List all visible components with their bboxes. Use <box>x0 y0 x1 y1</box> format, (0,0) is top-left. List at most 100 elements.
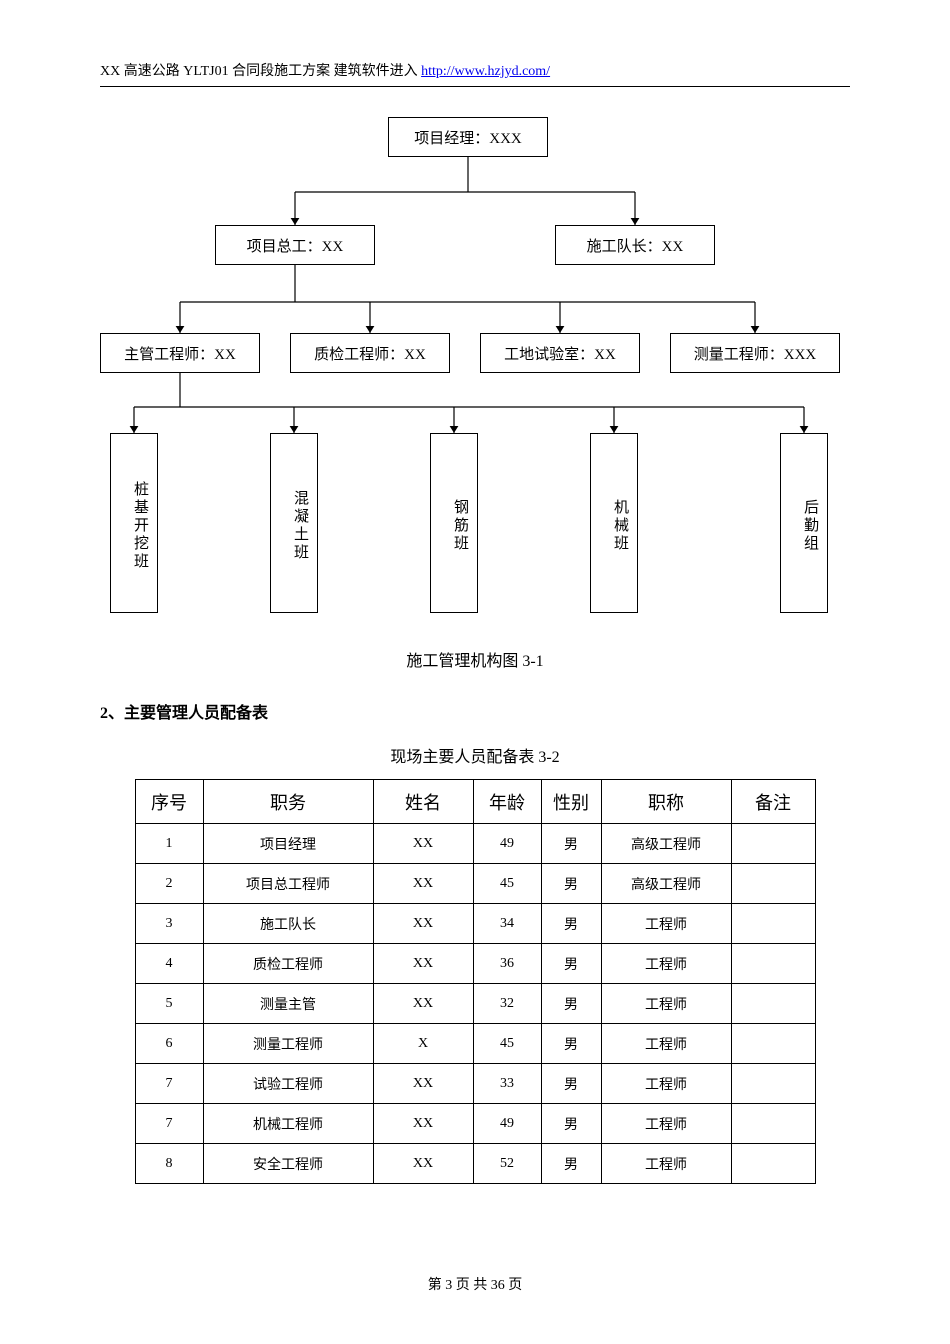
table-cell: 男 <box>541 904 601 944</box>
org-node-b3: 钢筋班 <box>430 433 478 613</box>
table-cell: 高级工程师 <box>601 864 731 904</box>
table-cell: 45 <box>473 864 541 904</box>
col-header: 性别 <box>541 780 601 824</box>
table-cell <box>731 1104 815 1144</box>
header-link[interactable]: http://www.hzjyd.com/ <box>421 64 550 79</box>
org-node-lab: 工地试验室：XX <box>480 333 640 373</box>
col-header: 职务 <box>203 780 373 824</box>
table-cell: XX <box>373 984 473 1024</box>
table-cell: 1 <box>135 824 203 864</box>
table-cell: 试验工程师 <box>203 1064 373 1104</box>
org-node-b2: 混凝土班 <box>270 433 318 613</box>
table-cell: 质检工程师 <box>203 944 373 984</box>
table-cell: 49 <box>473 1104 541 1144</box>
col-header: 序号 <box>135 780 203 824</box>
table-row: 5测量主管XX32男工程师 <box>135 984 815 1024</box>
table-cell: 工程师 <box>601 1064 731 1104</box>
table-cell <box>731 1064 815 1104</box>
org-node-b5: 后勤组 <box>780 433 828 613</box>
table-cell <box>731 1144 815 1184</box>
table-cell: 男 <box>541 984 601 1024</box>
table-cell: XX <box>373 1104 473 1144</box>
org-node-deputy: 项目总工：XX <box>215 225 375 265</box>
col-header: 职称 <box>601 780 731 824</box>
col-header: 备注 <box>731 780 815 824</box>
col-header: 姓名 <box>373 780 473 824</box>
table-cell: 5 <box>135 984 203 1024</box>
table-cell: XX <box>373 1144 473 1184</box>
table-cell: 36 <box>473 944 541 984</box>
table-caption: 现场主要人员配备表 3-2 <box>100 743 850 767</box>
table-cell: XX <box>373 904 473 944</box>
table-row: 4质检工程师XX36男工程师 <box>135 944 815 984</box>
table-cell: XX <box>373 1064 473 1104</box>
org-chart: 项目经理：XXX 项目总工：XX 施工队长：XX 主管工程师：XX 质检工程师：XX 工地… <box>100 117 850 627</box>
table-row: 7试验工程师XX33男工程师 <box>135 1064 815 1104</box>
table-cell <box>731 944 815 984</box>
table-cell: XX <box>373 864 473 904</box>
org-node-chief: 主管工程师：XX <box>100 333 260 373</box>
table-cell: 52 <box>473 1144 541 1184</box>
table-cell: 施工队长 <box>203 904 373 944</box>
table-cell: 男 <box>541 1144 601 1184</box>
table-cell <box>731 864 815 904</box>
table-cell: 项目经理 <box>203 824 373 864</box>
table-cell: 7 <box>135 1064 203 1104</box>
col-header: 年龄 <box>473 780 541 824</box>
table-cell: 8 <box>135 1144 203 1184</box>
personnel-table: 序号职务姓名年龄性别职称备注 1项目经理XX49男高级工程师2项目总工程师XX4… <box>135 779 816 1184</box>
table-cell <box>731 904 815 944</box>
org-node-pm: 项目经理：XXX <box>388 117 548 157</box>
table-cell: 6 <box>135 1024 203 1064</box>
org-node-b4: 机械班 <box>590 433 638 613</box>
org-node-qc: 质检工程师：XX <box>290 333 450 373</box>
table-cell: 49 <box>473 824 541 864</box>
table-cell: 7 <box>135 1104 203 1144</box>
table-cell: 安全工程师 <box>203 1144 373 1184</box>
table-cell: 项目总工程师 <box>203 864 373 904</box>
table-cell: 工程师 <box>601 1144 731 1184</box>
table-cell: 工程师 <box>601 944 731 984</box>
table-row: 1项目经理XX49男高级工程师 <box>135 824 815 864</box>
table-cell: 机械工程师 <box>203 1104 373 1144</box>
table-row: 8安全工程师XX52男工程师 <box>135 1144 815 1184</box>
table-cell: 工程师 <box>601 904 731 944</box>
table-cell: 测量主管 <box>203 984 373 1024</box>
org-node-foreman: 施工队长：XX <box>555 225 715 265</box>
table-cell: 3 <box>135 904 203 944</box>
page-footer: 第 3 页 共 36 页 <box>0 1274 950 1294</box>
table-cell: 男 <box>541 1024 601 1064</box>
section-heading: 2、主要管理人员配备表 <box>100 699 850 723</box>
org-node-survey: 测量工程师：XXX <box>670 333 840 373</box>
table-cell: 32 <box>473 984 541 1024</box>
page-header: XX 高速公路 YLTJ01 合同段施工方案 建筑软件进入 http://www… <box>100 60 850 87</box>
table-row: 7机械工程师XX49男工程师 <box>135 1104 815 1144</box>
table-row: 6测量工程师X45男工程师 <box>135 1024 815 1064</box>
table-cell: 男 <box>541 1104 601 1144</box>
org-node-b1: 桩基开挖班 <box>110 433 158 613</box>
table-cell <box>731 984 815 1024</box>
table-cell: 高级工程师 <box>601 824 731 864</box>
org-chart-caption: 施工管理机构图 3-1 <box>100 647 850 671</box>
header-text: XX 高速公路 YLTJ01 合同段施工方案 建筑软件进入 <box>100 64 421 79</box>
table-cell: XX <box>373 944 473 984</box>
table-cell: 4 <box>135 944 203 984</box>
table-cell: 男 <box>541 1064 601 1104</box>
table-cell: X <box>373 1024 473 1064</box>
table-cell: 45 <box>473 1024 541 1064</box>
table-cell <box>731 1024 815 1064</box>
table-cell: 测量工程师 <box>203 1024 373 1064</box>
table-cell: 工程师 <box>601 1104 731 1144</box>
table-cell: 男 <box>541 864 601 904</box>
table-cell: 34 <box>473 904 541 944</box>
table-row: 3施工队长XX34男工程师 <box>135 904 815 944</box>
table-cell: XX <box>373 824 473 864</box>
table-cell: 男 <box>541 944 601 984</box>
table-row: 2项目总工程师XX45男高级工程师 <box>135 864 815 904</box>
table-cell: 男 <box>541 824 601 864</box>
table-cell: 33 <box>473 1064 541 1104</box>
table-cell: 2 <box>135 864 203 904</box>
table-cell <box>731 824 815 864</box>
table-cell: 工程师 <box>601 1024 731 1064</box>
table-cell: 工程师 <box>601 984 731 1024</box>
